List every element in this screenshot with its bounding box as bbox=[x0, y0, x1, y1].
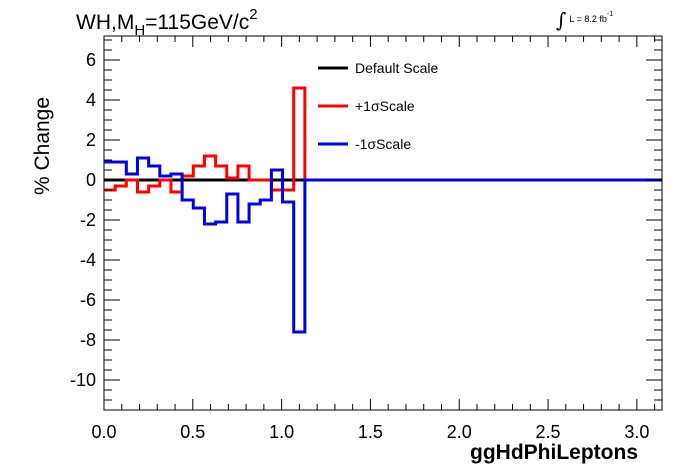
x-tick-label: 0.5 bbox=[180, 422, 205, 442]
title-subscript: H bbox=[134, 22, 146, 39]
y-tick-label: -6 bbox=[80, 290, 96, 310]
chart-title: WH,MH=115GeV/c2 bbox=[76, 6, 258, 39]
x-tick-label: 1.5 bbox=[358, 422, 383, 442]
y-tick-label: -8 bbox=[80, 330, 96, 350]
x-axis-label: ggHdPhiLeptons bbox=[470, 441, 638, 464]
y-tick-label: 4 bbox=[86, 90, 96, 110]
legend-label-0: Default Scale bbox=[355, 60, 438, 76]
y-tick-label: 0 bbox=[86, 170, 96, 190]
x-tick-label: 3.0 bbox=[624, 422, 649, 442]
integral-sign-icon: ∫ bbox=[556, 8, 567, 32]
luminosity-label: ∫ L = 8.2 fb-1 bbox=[556, 8, 613, 32]
series-line-1 bbox=[104, 86, 662, 194]
plot-frame bbox=[103, 35, 663, 411]
title-prefix: WH,M bbox=[76, 11, 135, 34]
y-tick-label: 6 bbox=[86, 50, 96, 70]
x-tick-label: 0.0 bbox=[91, 422, 116, 442]
y-axis-label: % Change bbox=[31, 97, 54, 195]
luminosity-superscript: -1 bbox=[606, 11, 614, 18]
x-tick-label: 2.0 bbox=[447, 422, 472, 442]
y-tick-label: -4 bbox=[80, 250, 96, 270]
title-superscript: 2 bbox=[249, 6, 258, 23]
series-line-2 bbox=[104, 156, 662, 334]
legend-label-1: +1σScale bbox=[355, 98, 415, 114]
y-tick-label: -2 bbox=[80, 210, 96, 230]
x-tick-label: 1.0 bbox=[269, 422, 294, 442]
legend-label-2: -1σScale bbox=[355, 136, 411, 152]
x-tick-label: 2.5 bbox=[536, 422, 561, 442]
y-tick-label: -10 bbox=[70, 370, 96, 390]
title-value: =115GeV/c bbox=[145, 11, 250, 34]
luminosity-text: L = 8.2 fb bbox=[569, 14, 607, 24]
y-tick-label: 2 bbox=[86, 130, 96, 150]
